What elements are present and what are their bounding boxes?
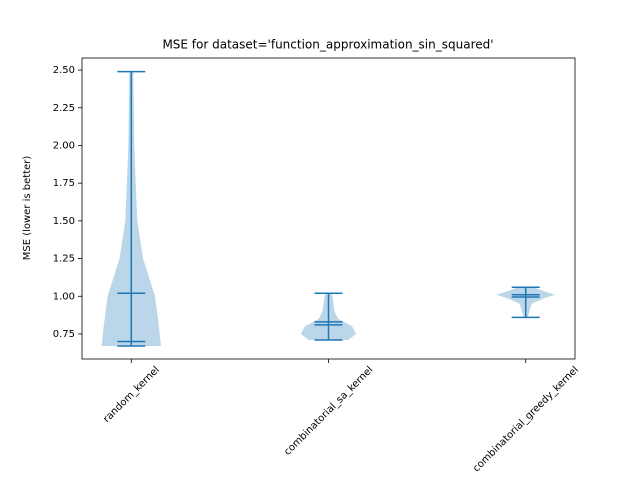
- y-tick-label: 1.25: [53, 254, 75, 265]
- y-tick-label: 1.00: [53, 291, 75, 302]
- plot-frame: [81, 57, 576, 360]
- y-axis-label: MSE (lower is better): [22, 156, 33, 261]
- x-tick-label: random_kernel: [101, 364, 162, 425]
- y-tick-label: 2.50: [53, 65, 75, 76]
- y-tick-label: 1.50: [53, 216, 75, 227]
- y-tick-label: 2.25: [53, 103, 75, 114]
- x-tick-label: combinatorial_sa_kernel: [282, 364, 375, 457]
- x-tick-label: combinatorial_greedy_kernel: [471, 364, 581, 474]
- chart-title: MSE for dataset='function_approximation_…: [162, 38, 493, 52]
- y-tick-label: 0.75: [53, 329, 75, 340]
- y-tick-label: 1.75: [53, 178, 75, 189]
- y-tick-label: 2.00: [53, 140, 75, 151]
